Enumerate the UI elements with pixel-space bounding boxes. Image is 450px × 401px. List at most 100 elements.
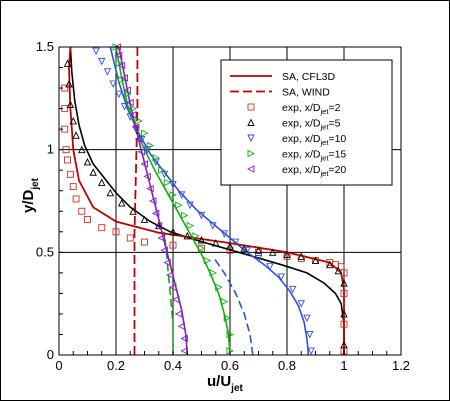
data-point-exp5	[129, 207, 137, 215]
legend-label-exp15: exp, x/Djet=15	[282, 149, 346, 163]
data-point-exp10	[303, 314, 311, 323]
data-point-exp20	[117, 61, 126, 70]
data-point-exp5	[140, 215, 149, 223]
data-point-exp5	[72, 131, 80, 139]
data-point-exp5	[269, 248, 277, 256]
data-point-exp15	[186, 221, 195, 230]
data-point-exp15	[192, 232, 200, 240]
data-point-exp15	[123, 90, 132, 98]
data-point-exp15	[226, 330, 235, 339]
data-point-exp5	[311, 256, 320, 264]
data-point-exp5	[63, 59, 72, 67]
data-point-exp15	[129, 104, 138, 113]
data-point-exp5	[340, 309, 348, 318]
data-point-exp15	[203, 256, 212, 265]
y-tick-label: 1	[47, 142, 54, 157]
x-axis-label: u/Ujet	[207, 373, 244, 394]
y-tick-label: 0	[47, 347, 54, 362]
data-point-exp10	[243, 246, 251, 255]
data-point-exp5	[169, 227, 177, 236]
x-tick-label: 1.2	[392, 358, 410, 373]
data-point-exp20	[137, 147, 146, 156]
data-point-exp2	[112, 228, 120, 236]
model-curve-cfl3d_x15	[115, 46, 231, 356]
data-point-exp20	[160, 246, 168, 255]
data-point-exp15	[220, 297, 229, 306]
data-point-exp10	[177, 191, 186, 199]
data-point-exp5	[254, 246, 263, 254]
y-axis-label: y/Djet	[20, 177, 41, 213]
data-point-exp2	[340, 289, 348, 297]
x-tick-label: 0.8	[278, 358, 296, 373]
data-point-exp20	[157, 234, 166, 242]
data-point-exp10	[109, 80, 117, 88]
data-point-exp5	[326, 260, 334, 269]
data-point-exp10	[266, 263, 274, 271]
data-point-exp20	[149, 197, 157, 205]
data-point-exp15	[180, 211, 189, 220]
data-point-exp10	[209, 222, 217, 230]
data-point-exp5	[226, 242, 234, 250]
data-point-exp2	[141, 238, 148, 246]
data-point-exp2	[69, 183, 77, 191]
data-point-exp20	[126, 98, 134, 107]
legend-label-exp2: exp, x/Djet=2	[282, 102, 341, 116]
data-point-exp5	[212, 239, 220, 247]
data-point-exp15	[198, 244, 206, 252]
data-point-exp5	[89, 168, 97, 176]
data-point-exp10	[254, 255, 263, 263]
data-point-exp2	[226, 246, 234, 254]
data-point-exp2	[340, 320, 348, 328]
data-point-exp15	[209, 269, 217, 277]
data-point-exp5	[106, 188, 115, 197]
data-point-exp20	[151, 209, 160, 218]
data-point-exp15	[158, 166, 166, 174]
data-point-exp5	[78, 145, 86, 154]
data-point-exp5	[240, 244, 248, 252]
data-point-exp20	[146, 184, 154, 193]
data-point-exp15	[163, 178, 172, 187]
data-point-exp5	[98, 178, 106, 186]
data-point-exp10	[197, 211, 206, 220]
data-point-exp5	[155, 221, 163, 230]
data-point-exp20	[180, 347, 188, 355]
data-point-exp10	[120, 103, 129, 111]
legend-label-exp5: exp, x/Djet=5	[282, 118, 341, 132]
data-point-exp5	[340, 279, 348, 287]
legend-symbol-exp5	[247, 118, 255, 126]
data-point-exp2	[326, 259, 334, 267]
data-point-exp2	[78, 207, 86, 215]
legend: SA, CFL3D SA, WIND exp, x/Djet=2 exp, x/Dje…	[220, 59, 393, 186]
data-point-exp5	[183, 231, 191, 240]
legend-symbol-exp15	[247, 149, 256, 158]
legend-label-sa_wind: SA, WIND	[282, 87, 330, 99]
x-tick-label: 0.2	[107, 358, 125, 373]
x-tick-label: 0.4	[164, 358, 182, 373]
data-point-exp15	[215, 283, 223, 291]
data-point-exp10	[115, 90, 123, 99]
data-point-exp15	[169, 191, 178, 199]
data-point-exp20	[166, 271, 174, 279]
data-point-exp5	[283, 250, 291, 258]
data-point-exp2	[84, 216, 91, 223]
data-point-exp10	[306, 331, 314, 339]
data-point-exp10	[186, 201, 194, 210]
data-point-exp5	[117, 199, 126, 207]
data-point-exp5	[334, 266, 343, 275]
data-point-exp15	[152, 154, 160, 162]
data-point-exp2	[169, 241, 177, 249]
data-point-exp2	[66, 170, 74, 178]
data-point-exp20	[129, 111, 137, 119]
data-point-exp10	[103, 68, 112, 76]
data-series	[61, 43, 348, 356]
data-point-exp15	[223, 314, 232, 322]
data-point-exp5	[65, 79, 73, 88]
legend-label-exp20: exp, x/Djet=20	[282, 164, 346, 178]
data-point-exp20	[171, 295, 180, 304]
data-point-exp15	[141, 129, 149, 137]
y-tick-label: 0.5	[36, 244, 54, 259]
data-point-exp2	[98, 224, 106, 232]
data-point-exp10	[126, 113, 134, 121]
x-tick-label: 0.6	[221, 358, 239, 373]
